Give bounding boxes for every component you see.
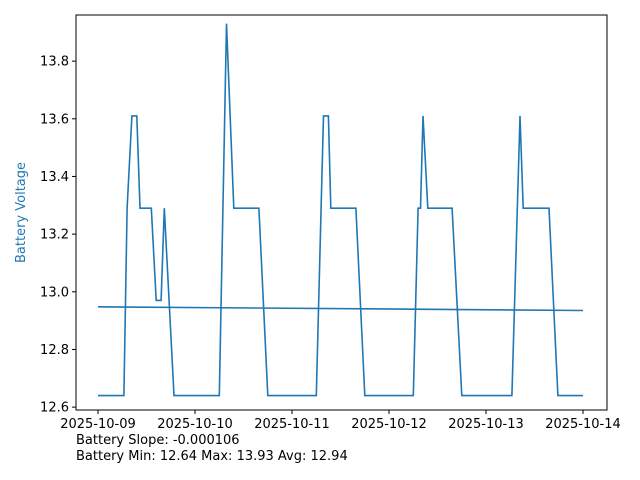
y-tick-label: 13.4	[40, 170, 69, 185]
trend-line	[97, 306, 584, 312]
x-tick-label: 2025-10-14	[545, 417, 621, 432]
x-tick-label: 2025-10-11	[254, 417, 330, 432]
series-layer	[97, 23, 584, 397]
plot-frame	[75, 14, 608, 411]
battery-summary-text: Battery Min: 12.64 Max: 13.93 Avg: 12.94	[76, 449, 348, 464]
x-tick-label: 2025-10-12	[351, 417, 427, 432]
battery-voltage-line	[98, 23, 583, 397]
y-tick-label: 13.8	[40, 55, 69, 70]
x-tick-label: 2025-10-13	[448, 417, 524, 432]
y-tick-label: 12.6	[40, 401, 69, 416]
stats-block: Battery Slope: -0.000106 Battery Min: 12…	[76, 433, 348, 465]
x-axis: 2025-10-09 2025-10-10 2025-10-11 2025-10-12…	[60, 410, 621, 432]
y-tick-label: 13.6	[40, 112, 69, 127]
y-tick-label: 12.8	[40, 343, 69, 358]
y-tick-label: 13.2	[40, 228, 69, 243]
x-tick-label: 2025-10-10	[157, 417, 233, 432]
y-axis: 12.6 12.8 13.0 13.2 13.4 13.6 13.8	[40, 55, 76, 416]
y-axis-label: Battery Voltage	[14, 162, 29, 263]
y-tick-label: 13.0	[40, 285, 69, 300]
x-tick-label: 2025-10-09	[60, 417, 136, 432]
battery-slope-text: Battery Slope: -0.000106	[76, 433, 240, 448]
